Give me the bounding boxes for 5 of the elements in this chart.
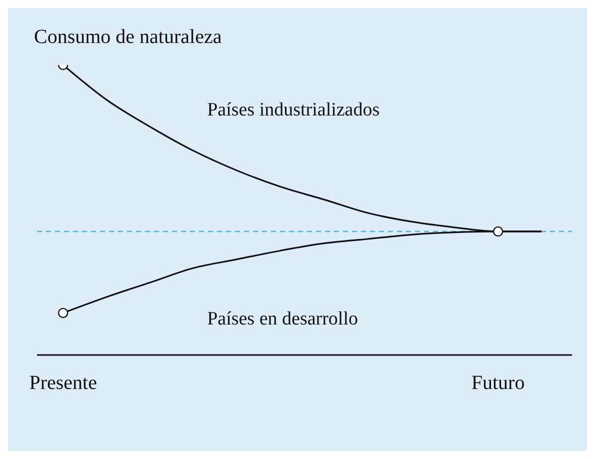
text: Países en desarrollo bbox=[207, 308, 358, 330]
x-tick-label: Futuro bbox=[471, 372, 525, 394]
y-axis-title: Consumo de naturaleza bbox=[34, 26, 222, 49]
series-label: Países industrializados bbox=[207, 100, 380, 121]
x-tick-label: Presente bbox=[29, 372, 98, 394]
